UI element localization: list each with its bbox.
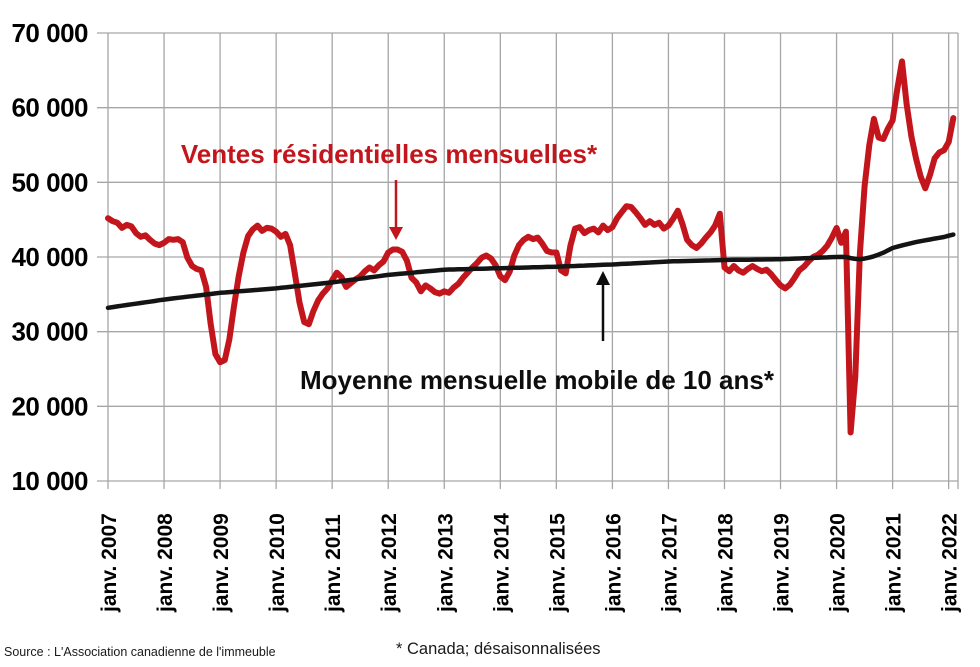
y-axis-label: 50 000 xyxy=(11,167,88,197)
sales-series-label: Ventes résidentielles mensuelles* xyxy=(181,139,598,169)
y-axis-label: 40 000 xyxy=(11,242,88,272)
y-axis-label: 30 000 xyxy=(11,317,88,347)
x-axis-label: janv. 2020 xyxy=(827,513,850,613)
y-axis-label: 20 000 xyxy=(11,391,88,421)
y-axis-label: 70 000 xyxy=(11,18,88,48)
x-axis-label: janv. 2022 xyxy=(939,513,962,613)
seasonality-footnote: * Canada; désaisonnalisées xyxy=(396,640,601,658)
y-axis-label: 60 000 xyxy=(11,93,88,123)
y-axis-label: 10 000 xyxy=(11,466,88,496)
x-axis-label: janv. 2017 xyxy=(658,513,681,613)
sales-arrow-icon xyxy=(389,180,403,240)
x-axis-label: janv. 2011 xyxy=(322,514,345,613)
x-axis-label: janv. 2008 xyxy=(154,513,177,613)
x-axis-label: janv. 2009 xyxy=(210,513,233,613)
x-axis-label: janv. 2019 xyxy=(771,513,794,613)
x-axis-label: janv. 2021 xyxy=(883,513,906,613)
average-line xyxy=(105,232,956,311)
average-series-label: Moyenne mensuelle mobile de 10 ans* xyxy=(300,365,775,395)
x-axis-label: janv. 2018 xyxy=(714,513,737,613)
x-axis-label: janv. 2014 xyxy=(490,513,513,613)
x-axis-label: janv. 2016 xyxy=(602,513,625,613)
x-axis-label: janv. 2013 xyxy=(434,513,457,613)
x-axis-label: janv. 2012 xyxy=(378,513,401,613)
x-axis-label: janv. 2007 xyxy=(98,513,121,613)
source-note: Source : L'Association canadienne de l'i… xyxy=(4,645,276,659)
average-arrow-icon xyxy=(596,271,610,341)
x-axis-label: janv. 2010 xyxy=(266,513,289,613)
x-axis-label: janv. 2015 xyxy=(546,513,569,613)
